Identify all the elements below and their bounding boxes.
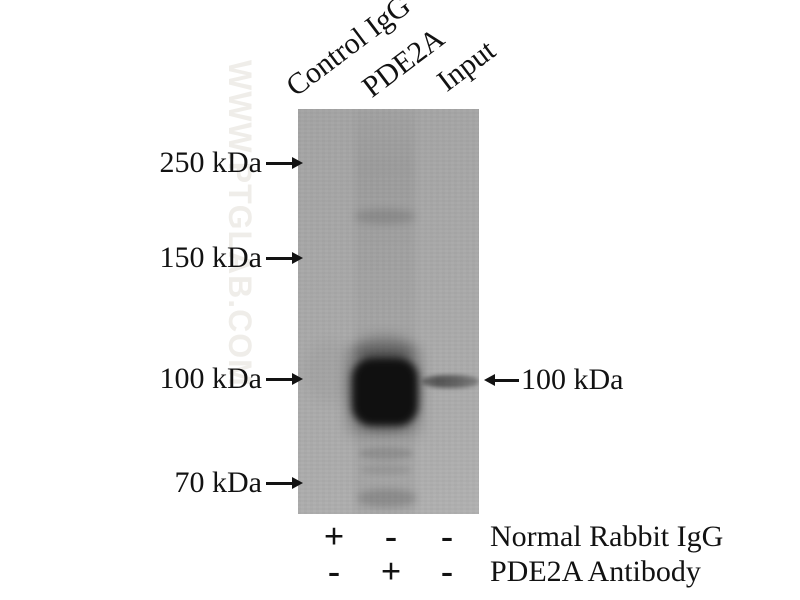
condition-label-pde2a-antibody: PDE2A Antibody — [490, 555, 701, 588]
marker-arrow-150-icon — [266, 252, 303, 264]
condition-row-pde2a-antibody: - + - PDE2A Antibody — [0, 553, 800, 589]
marker-label-250kda: 250 kDa — [159, 146, 262, 179]
membrane-texture — [298, 109, 479, 514]
band-pde2a-100kda — [352, 358, 418, 426]
band-annotation-label: 100 kDa — [521, 363, 624, 396]
condition-label-normal-rabbit-igg: Normal Rabbit IgG — [490, 520, 724, 553]
band-pde2a-lower-faint-2 — [361, 465, 411, 475]
marker-arrow-70-icon — [266, 477, 303, 489]
condition-symbol: + — [323, 516, 345, 556]
marker-label-100kda: 100 kDa — [159, 362, 262, 395]
marker-arrow-100-icon — [266, 373, 303, 385]
condition-symbol: - — [441, 551, 453, 591]
watermark-text: WWW.PTGLAB.COM — [222, 60, 258, 387]
pde2a-lane-smear — [355, 109, 415, 514]
condition-symbol: + — [380, 551, 402, 591]
band-pde2a-lower-faint-3 — [357, 489, 417, 507]
band-input-100kda — [422, 375, 479, 388]
band-pde2a-lower-faint-1 — [359, 447, 413, 460]
marker-label-150kda: 150 kDa — [159, 241, 262, 274]
marker-label-70kda: 70 kDa — [174, 466, 262, 499]
blot-membrane — [298, 109, 479, 514]
band-pointer-arrow-icon — [484, 374, 519, 386]
condition-symbol: - — [328, 551, 340, 591]
condition-symbol: - — [441, 516, 453, 556]
marker-arrow-250-icon — [266, 157, 303, 169]
band-pde2a-200kda-faint — [354, 209, 416, 224]
condition-row-normal-rabbit-igg: + - - Normal Rabbit IgG — [0, 518, 800, 554]
condition-symbol: - — [385, 516, 397, 556]
